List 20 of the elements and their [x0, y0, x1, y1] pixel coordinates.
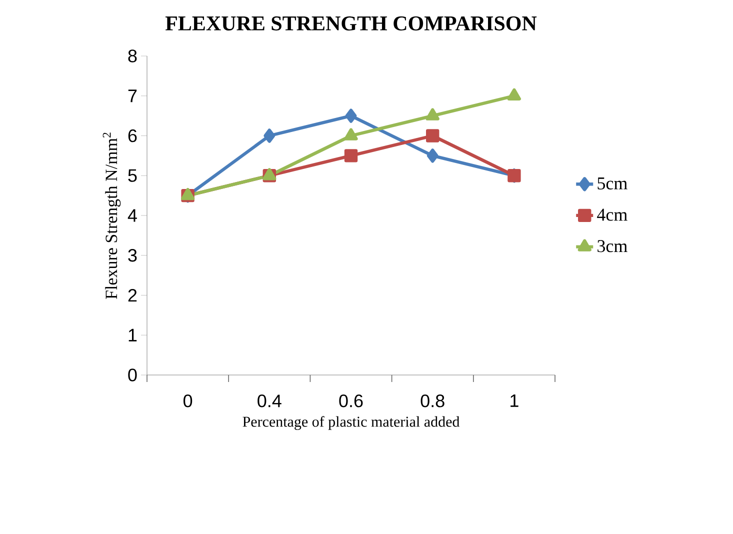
y-tick-label: 8	[128, 50, 137, 62]
x-tick-label: 0.6	[339, 394, 363, 408]
chart-title: FLEXURE STRENGTH COMPARISON	[165, 16, 537, 30]
legend-label: 5cm	[598, 178, 628, 190]
y-tick-label: 3	[128, 249, 137, 262]
y-tick-label: 2	[128, 288, 137, 302]
x-axis-title: Percentage of plastic material added	[242, 416, 460, 430]
x-tick-label: 1	[510, 394, 518, 407]
y-tick-label: 7	[128, 90, 137, 102]
legend-label: 4cm	[597, 208, 628, 221]
legend-label: 3cm	[598, 240, 628, 252]
y-tick-label: 4	[128, 209, 137, 222]
x-tick-label: 0.4	[258, 394, 282, 408]
x-tick-label: 0	[184, 394, 192, 408]
y-tick-label: 6	[128, 129, 137, 142]
y-tick-label: 0	[128, 368, 137, 382]
y-tick-label: 1	[128, 328, 137, 342]
y-tick-label: 5	[128, 169, 137, 182]
x-tick-label: 0.8	[420, 394, 444, 408]
y-axis-title: Flexure Strength N/mm$^{2}$	[102, 132, 121, 299]
